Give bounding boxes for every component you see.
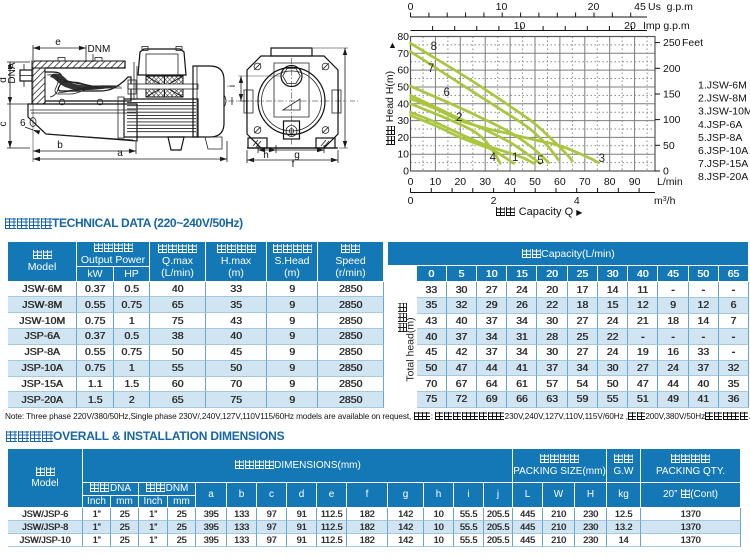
svg-text:7.JSP-15A: 7.JSP-15A <box>698 158 748 170</box>
svg-text:10: 10 <box>496 1 508 13</box>
svg-text:0: 0 <box>408 1 414 13</box>
svg-text:d: d <box>0 77 9 83</box>
svg-text:70: 70 <box>579 176 591 188</box>
svg-text:a: a <box>117 148 123 159</box>
svg-text:90: 90 <box>629 176 641 188</box>
svg-text:h: h <box>263 150 269 161</box>
svg-text:30: 30 <box>479 176 491 188</box>
svg-text:10: 10 <box>430 176 442 188</box>
svg-text:20: 20 <box>624 20 636 32</box>
svg-text:50: 50 <box>529 176 541 188</box>
svg-text:45: 45 <box>634 1 646 13</box>
svg-text:100: 100 <box>663 114 681 126</box>
svg-text:80: 80 <box>397 31 409 43</box>
svg-text:7: 7 <box>428 63 434 75</box>
svg-text:g: g <box>294 150 300 161</box>
svg-text:0: 0 <box>403 166 409 178</box>
svg-text:4.JSP-6A: 4.JSP-6A <box>698 119 742 131</box>
svg-text:10: 10 <box>397 149 409 161</box>
svg-text:2: 2 <box>491 195 497 207</box>
svg-text:20: 20 <box>454 176 466 188</box>
svg-text:i: i <box>227 85 238 87</box>
svg-text:5.JSP-8A: 5.JSP-8A <box>698 132 742 144</box>
svg-text:m3/h: m3/h <box>654 195 676 207</box>
svg-text:150: 150 <box>663 89 681 101</box>
svg-text:3: 3 <box>599 153 605 165</box>
svg-text:f: f <box>292 159 295 170</box>
svg-text:Us g.p.m: Us g.p.m <box>648 1 693 13</box>
svg-text:50: 50 <box>663 140 675 152</box>
svg-text:30: 30 <box>397 115 409 127</box>
svg-text:DNA: DNA <box>7 62 18 83</box>
svg-text:70: 70 <box>397 48 409 60</box>
svg-text:0: 0 <box>408 195 414 207</box>
svg-text:60: 60 <box>554 176 566 188</box>
svg-text:b: b <box>57 140 63 151</box>
svg-text:50: 50 <box>397 82 409 94</box>
svg-text:200: 200 <box>663 63 681 75</box>
svg-text:6: 6 <box>444 87 450 99</box>
svg-text:6.JSP-10A: 6.JSP-10A <box>698 145 748 157</box>
svg-text:1.JSW-6M: 1.JSW-6M <box>698 80 747 92</box>
svg-text:250: 250 <box>663 37 681 49</box>
svg-text:c: c <box>0 122 9 127</box>
svg-text:20: 20 <box>588 1 600 13</box>
svg-text:e: e <box>55 37 61 48</box>
svg-text:2: 2 <box>456 112 462 124</box>
svg-text:L/min: L/min <box>657 176 683 188</box>
svg-text:6: 6 <box>20 118 26 129</box>
svg-text:4: 4 <box>490 152 497 164</box>
svg-text:4: 4 <box>574 195 580 207</box>
svg-text:0: 0 <box>408 176 414 188</box>
svg-text:Imp g.p.m: Imp g.p.m <box>643 20 690 32</box>
svg-text:3.JSW-10M: 3.JSW-10M <box>698 106 750 118</box>
svg-text:2.JSW-8M: 2.JSW-8M <box>698 93 747 105</box>
svg-text:1: 1 <box>512 152 518 164</box>
svg-text:60: 60 <box>397 65 409 77</box>
svg-text:DNM: DNM <box>88 44 111 55</box>
svg-text:40: 40 <box>504 176 516 188</box>
svg-text:80: 80 <box>604 176 616 188</box>
svg-text:20: 20 <box>397 132 409 144</box>
svg-text:Feet: Feet <box>682 37 703 49</box>
svg-text:8: 8 <box>431 41 437 53</box>
svg-text:40: 40 <box>397 98 409 110</box>
svg-text:5: 5 <box>537 155 543 167</box>
svg-text:0: 0 <box>663 166 669 178</box>
svg-text:8.JSP-20A: 8.JSP-20A <box>698 171 748 183</box>
svg-text:10: 10 <box>514 20 526 32</box>
